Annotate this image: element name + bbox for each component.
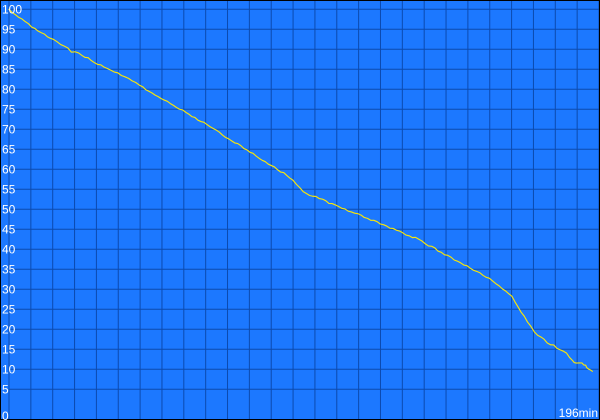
svg-text:95: 95 xyxy=(2,23,16,37)
svg-text:65: 65 xyxy=(2,143,16,157)
svg-text:50: 50 xyxy=(2,203,16,217)
svg-text:75: 75 xyxy=(2,103,16,117)
svg-text:30: 30 xyxy=(2,283,16,297)
svg-text:55: 55 xyxy=(2,183,16,197)
svg-text:70: 70 xyxy=(2,123,16,137)
svg-text:40: 40 xyxy=(2,243,16,257)
svg-text:35: 35 xyxy=(2,263,16,277)
svg-text:85: 85 xyxy=(2,63,16,77)
svg-text:15: 15 xyxy=(2,343,16,357)
svg-text:90: 90 xyxy=(2,43,16,57)
svg-text:20: 20 xyxy=(2,323,16,337)
svg-text:5: 5 xyxy=(2,383,9,397)
svg-text:45: 45 xyxy=(2,223,16,237)
svg-text:196min: 196min xyxy=(559,406,598,420)
svg-text:60: 60 xyxy=(2,163,16,177)
svg-text:100: 100 xyxy=(2,3,22,17)
svg-text:25: 25 xyxy=(2,303,16,317)
svg-text:10: 10 xyxy=(2,363,16,377)
svg-text:80: 80 xyxy=(2,83,16,97)
svg-text:0: 0 xyxy=(2,409,9,420)
